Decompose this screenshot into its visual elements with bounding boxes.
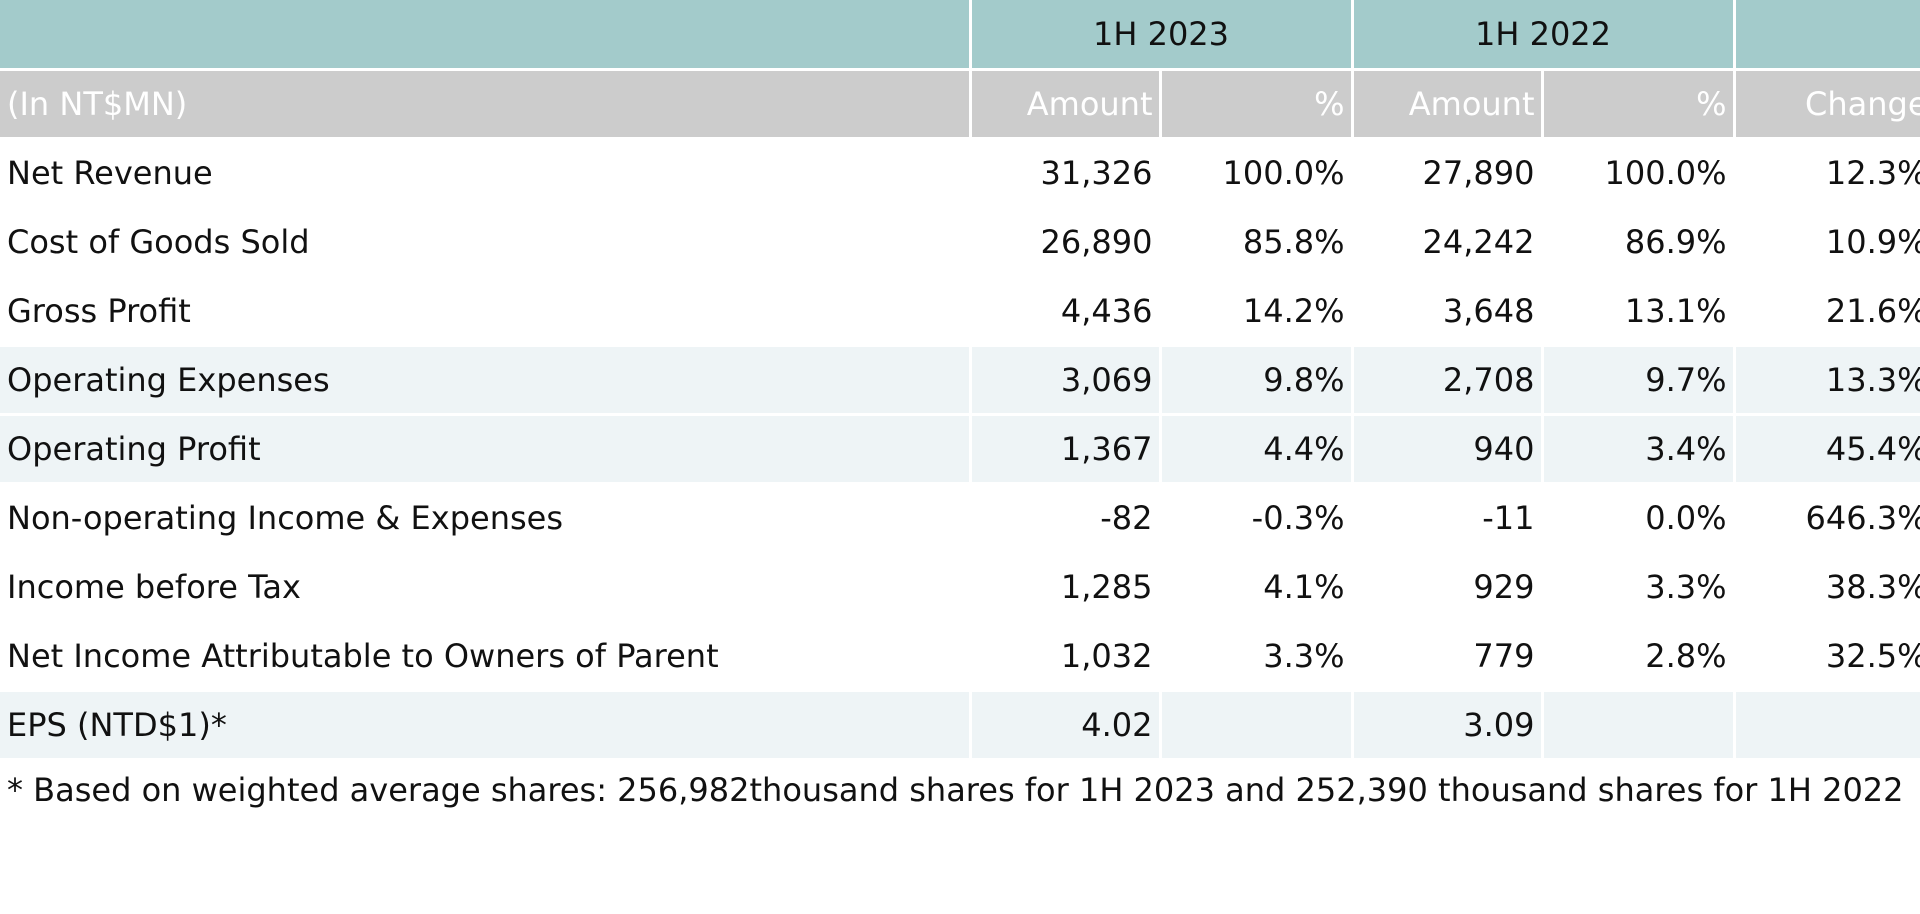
column-header-amount-2022: Amount <box>1352 69 1544 140</box>
row-label: Gross Profit <box>0 276 972 347</box>
row-label: Non-operating Income & Expenses <box>0 483 972 554</box>
amount-2022-cell: 3.09 <box>1352 690 1544 761</box>
column-header-row: (In NT$MN) Amount % Amount % Change <box>0 69 1920 140</box>
period-header-1h-2022: 1H 2022 <box>1352 0 1736 71</box>
change-cell: 32.5% <box>1734 621 1920 692</box>
row-label: EPS (NTD$1)* <box>0 690 972 761</box>
amount-2022-cell: 3,648 <box>1352 276 1544 347</box>
percent-2022-cell: 2.8% <box>1542 621 1736 692</box>
table-row: Cost of Goods Sold 26,890 85.8% 24,242 86.9%… <box>0 207 1920 278</box>
amount-2023-cell: 1,367 <box>970 414 1162 485</box>
table-row: Operating Profit 1,367 4.4% 940 3.4% 45.4% <box>0 414 1920 485</box>
percent-2022-cell: 100.0% <box>1542 138 1736 209</box>
change-cell: 13.3% <box>1734 345 1920 416</box>
percent-2023-cell <box>1160 690 1354 761</box>
amount-2023-cell: 26,890 <box>970 207 1162 278</box>
percent-2023-cell: 4.1% <box>1160 552 1354 623</box>
column-header-percent-2023: % <box>1160 69 1354 140</box>
amount-2023-cell: 4,436 <box>970 276 1162 347</box>
percent-2022-cell: 3.3% <box>1542 552 1736 623</box>
table-row: Gross Profit 4,436 14.2% 3,648 13.1% 21.6% <box>0 276 1920 347</box>
percent-2023-cell: 3.3% <box>1160 621 1354 692</box>
table-row: Operating Expenses 3,069 9.8% 2,708 9.7% 13.3… <box>0 345 1920 416</box>
amount-2023-cell: 3,069 <box>970 345 1162 416</box>
row-label: Income before Tax <box>0 552 972 623</box>
period-header-change-blank <box>1734 0 1920 71</box>
amount-2023-cell: 4.02 <box>970 690 1162 761</box>
income-statement-table: 1H 2023 1H 2022 (In NT$MN) Amount % Amou… <box>0 0 1920 761</box>
table-body: Net Revenue 31,326 100.0% 27,890 100.0% 12.3%… <box>0 138 1920 761</box>
amount-2022-cell: -11 <box>1352 483 1544 554</box>
percent-2022-cell <box>1542 690 1736 761</box>
change-cell: 38.3% <box>1734 552 1920 623</box>
change-cell: 45.4% <box>1734 414 1920 485</box>
change-cell: 10.9% <box>1734 207 1920 278</box>
unit-label: (In NT$MN) <box>0 69 972 140</box>
change-cell <box>1734 690 1920 761</box>
table-row: Net Income Attributable to Owners of Par… <box>0 621 1920 692</box>
column-header-change: Change <box>1734 69 1920 140</box>
amount-2023-cell: 31,326 <box>970 138 1162 209</box>
amount-2023-cell: 1,032 <box>970 621 1162 692</box>
change-cell: 12.3% <box>1734 138 1920 209</box>
row-label: Operating Expenses <box>0 345 972 416</box>
change-cell: 21.6% <box>1734 276 1920 347</box>
amount-2022-cell: 929 <box>1352 552 1544 623</box>
row-label: Cost of Goods Sold <box>0 207 972 278</box>
column-header-amount-2023: Amount <box>970 69 1162 140</box>
percent-2022-cell: 13.1% <box>1542 276 1736 347</box>
percent-2023-cell: 9.8% <box>1160 345 1354 416</box>
period-header-row: 1H 2023 1H 2022 <box>0 0 1920 71</box>
table-row: Income before Tax 1,285 4.1% 929 3.3% 38.3% <box>0 552 1920 623</box>
percent-2022-cell: 9.7% <box>1542 345 1736 416</box>
percent-2023-cell: 4.4% <box>1160 414 1354 485</box>
percent-2023-cell: -0.3% <box>1160 483 1354 554</box>
period-header-blank <box>0 0 972 71</box>
row-label: Net Revenue <box>0 138 972 209</box>
amount-2023-cell: -82 <box>970 483 1162 554</box>
table-row: EPS (NTD$1)* 4.02 3.09 <box>0 690 1920 761</box>
percent-2022-cell: 0.0% <box>1542 483 1736 554</box>
amount-2022-cell: 27,890 <box>1352 138 1544 209</box>
percent-2023-cell: 85.8% <box>1160 207 1354 278</box>
footnote: * Based on weighted average shares: 256,… <box>7 771 1904 809</box>
table-row: Net Revenue 31,326 100.0% 27,890 100.0% 12.3% <box>0 138 1920 209</box>
percent-2023-cell: 14.2% <box>1160 276 1354 347</box>
amount-2022-cell: 24,242 <box>1352 207 1544 278</box>
amount-2023-cell: 1,285 <box>970 552 1162 623</box>
column-header-percent-2022: % <box>1542 69 1736 140</box>
percent-2022-cell: 3.4% <box>1542 414 1736 485</box>
percent-2023-cell: 100.0% <box>1160 138 1354 209</box>
table-row: Non-operating Income & Expenses -82 -0.3% -… <box>0 483 1920 554</box>
amount-2022-cell: 779 <box>1352 621 1544 692</box>
percent-2022-cell: 86.9% <box>1542 207 1736 278</box>
amount-2022-cell: 940 <box>1352 414 1544 485</box>
row-label: Net Income Attributable to Owners of Par… <box>0 621 972 692</box>
amount-2022-cell: 2,708 <box>1352 345 1544 416</box>
period-header-1h-2023: 1H 2023 <box>970 0 1354 71</box>
change-cell: 646.3% <box>1734 483 1920 554</box>
row-label: Operating Profit <box>0 414 972 485</box>
